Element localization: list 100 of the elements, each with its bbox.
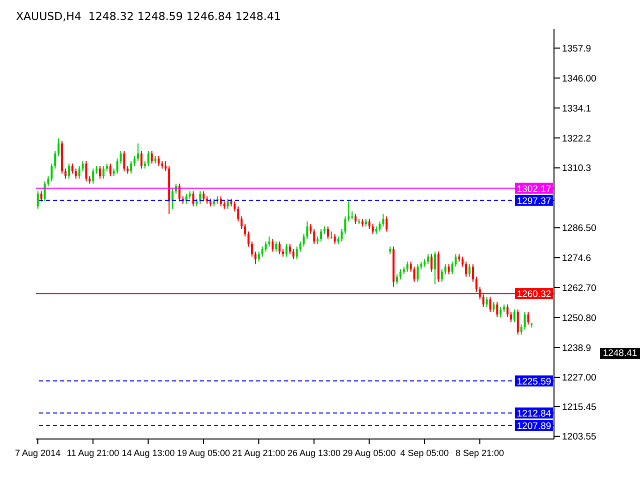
candlestick <box>468 264 471 278</box>
candlestick <box>234 200 236 212</box>
candlestick <box>492 301 495 312</box>
candlestick <box>427 254 430 265</box>
x-tick-label: 29 Aug 05:00 <box>342 448 396 458</box>
candlestick <box>109 163 112 177</box>
candlestick <box>202 190 205 202</box>
candlestick <box>500 306 502 318</box>
y-tick-label: 1346.00 <box>562 73 596 84</box>
candlestick <box>64 168 66 180</box>
candlestick <box>164 160 167 172</box>
candlestick <box>40 190 42 202</box>
candlestick <box>310 223 312 234</box>
candlestick <box>486 296 488 308</box>
candlestick <box>68 163 70 180</box>
candlestick <box>326 226 329 240</box>
candlestick <box>527 311 530 326</box>
candlestick <box>140 150 142 170</box>
candlestick <box>520 324 522 336</box>
candlestick <box>524 311 526 330</box>
candlestick <box>178 183 180 202</box>
ref-line-label: 1207.89 <box>516 420 552 432</box>
candlestick <box>99 166 102 180</box>
candlestick <box>516 308 519 336</box>
ref-line-label: 1260.32 <box>516 289 552 300</box>
y-tick-label: 1274.6 <box>562 253 592 264</box>
candlestick <box>82 160 84 172</box>
ref-line-label: 1212.84 <box>516 408 552 420</box>
candlestick <box>510 311 512 323</box>
candlestick <box>158 156 160 167</box>
candlestick <box>244 223 246 238</box>
candlestick <box>74 168 77 180</box>
candlestick <box>506 304 509 318</box>
candlestick <box>36 190 39 210</box>
candlestick <box>220 196 222 207</box>
x-tick-label: 8 Sep 21:00 <box>455 448 504 458</box>
candlestick <box>254 251 256 265</box>
candlestick <box>334 234 336 245</box>
candlestick <box>406 261 408 272</box>
candlestick <box>134 156 136 167</box>
y-tick-label: 1357.9 <box>562 43 592 54</box>
chart-title: XAUUSD,H4 1248.32 1248.59 1246.84 1248.41 <box>15 9 282 25</box>
candlestick <box>147 150 150 167</box>
text: 1248.41 <box>600 348 640 359</box>
candlestick <box>71 163 74 174</box>
candlestick <box>378 220 381 232</box>
candlestick <box>313 228 316 245</box>
candlestick <box>496 301 498 318</box>
candlestick <box>296 246 298 260</box>
candlestick <box>58 138 60 157</box>
candlestick <box>278 241 281 255</box>
candlestick <box>250 241 253 258</box>
candlestick <box>430 254 433 272</box>
y-tick-label: 1286.50 <box>562 223 596 234</box>
y-tick-label: 1322.2 <box>562 133 592 144</box>
candlestick <box>440 268 443 282</box>
candlestick <box>85 160 88 182</box>
y-tick-label: 1334.1 <box>562 103 592 114</box>
x-tick-label: 14 Aug 13:00 <box>122 448 175 458</box>
candlestick <box>399 268 402 280</box>
candlestick <box>78 166 80 180</box>
y-tick-label: 1310.3 <box>562 163 592 174</box>
candlestick <box>386 216 388 232</box>
candlestick <box>199 190 202 204</box>
candlestick <box>444 264 446 275</box>
candlestick <box>272 238 274 252</box>
candlestick <box>130 160 132 174</box>
y-tick-label: 1227.00 <box>562 372 596 384</box>
candlestick <box>123 150 126 172</box>
candlestick <box>226 198 229 210</box>
candlestick <box>299 241 302 252</box>
candlestick <box>102 166 104 180</box>
candlestick <box>416 264 419 282</box>
candlestick <box>150 150 153 164</box>
candlestick <box>489 296 492 312</box>
candlestick <box>354 213 357 224</box>
candlestick <box>462 256 464 268</box>
x-tick-label: 7 Aug 2014 <box>14 448 60 458</box>
candlestick <box>372 223 374 234</box>
x-tick-label: 21 Aug 21:00 <box>232 448 286 458</box>
candlestick <box>472 264 474 282</box>
candlestick <box>50 163 53 182</box>
candlestick <box>396 274 398 285</box>
candlestick <box>172 188 174 210</box>
y-tick-label: 1250.80 <box>562 312 596 324</box>
candlestick <box>434 251 436 285</box>
y-tick-label: 1203.55 <box>562 432 596 443</box>
candlestick <box>292 248 294 260</box>
ref-line-label: 1302.17 <box>516 184 552 195</box>
candlestick <box>240 216 243 230</box>
x-tick-label: 19 Aug 05:00 <box>176 448 230 458</box>
y-tick-label: 1238.9 <box>562 342 592 354</box>
candlestick <box>54 150 56 170</box>
candlestick <box>368 218 370 230</box>
candlestick <box>410 261 412 272</box>
candlestick <box>275 241 278 252</box>
candlestick <box>513 308 516 323</box>
candlestick <box>320 228 322 242</box>
candlestick <box>248 230 250 248</box>
y-tick-label: 1262.70 <box>562 282 596 294</box>
